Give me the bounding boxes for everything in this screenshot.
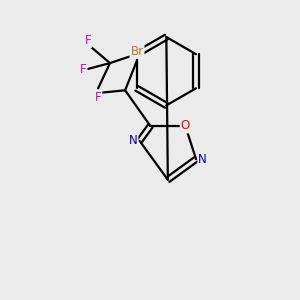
Text: Br: Br [130,45,144,58]
Text: N: N [198,153,207,166]
Text: F: F [95,91,101,104]
Text: F: F [84,34,91,47]
Text: F: F [80,62,87,76]
Text: N: N [129,134,137,147]
Text: O: O [181,119,190,133]
